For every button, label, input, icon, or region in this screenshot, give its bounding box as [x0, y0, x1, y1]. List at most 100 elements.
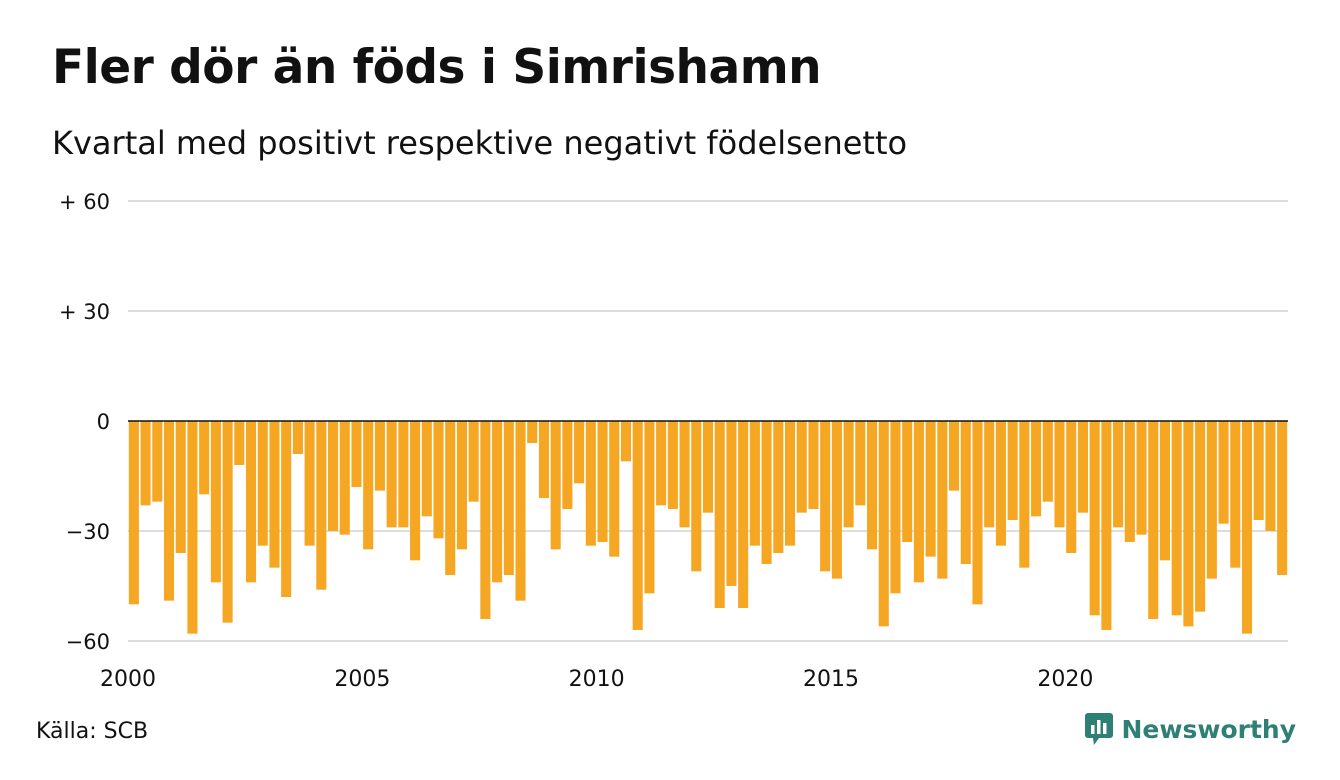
- brand-logo: Newsworthy: [1084, 712, 1297, 746]
- bar: [902, 421, 913, 542]
- y-tick-label: −30: [66, 520, 110, 544]
- bar: [913, 421, 924, 583]
- bar: [1277, 421, 1288, 575]
- bar: [1171, 421, 1182, 616]
- source-label: Källa: SCB: [36, 719, 149, 744]
- x-tick-label: 2020: [1037, 667, 1093, 692]
- chart-title: Fler dör än föds i Simrishamn: [52, 40, 822, 95]
- bar: [773, 421, 784, 553]
- chart-subtitle: Kvartal med positivt respektive negativt…: [52, 124, 908, 162]
- bar: [820, 421, 831, 572]
- x-tick-label: 2010: [569, 667, 625, 692]
- bar: [667, 421, 678, 509]
- bar: [398, 421, 409, 528]
- bar: [527, 421, 538, 443]
- bar: [972, 421, 983, 605]
- bar: [374, 421, 385, 491]
- bar: [538, 421, 549, 498]
- bar: [210, 421, 221, 583]
- y-tick-label: + 60: [59, 190, 110, 214]
- bar: [316, 421, 327, 590]
- bar: [925, 421, 936, 557]
- bar: [1089, 421, 1100, 616]
- bar: [867, 421, 878, 550]
- bar: [597, 421, 608, 542]
- bar: [808, 421, 819, 509]
- bar: [949, 421, 960, 491]
- bar: [937, 421, 948, 579]
- bar: [702, 421, 714, 513]
- bar: [620, 421, 632, 462]
- bar: [175, 421, 186, 553]
- bar: [1066, 421, 1077, 553]
- bar: [1206, 421, 1217, 579]
- bar: [632, 421, 643, 630]
- bar: [386, 421, 397, 528]
- y-tick-label: 0: [97, 410, 110, 434]
- bar: [761, 421, 772, 564]
- bar: [1218, 421, 1229, 524]
- bar: [1019, 421, 1030, 568]
- bar: [831, 421, 842, 579]
- bar: [281, 421, 292, 597]
- bar: [468, 421, 479, 502]
- bar: [492, 421, 503, 583]
- bar: [644, 421, 655, 594]
- bar: [574, 421, 585, 484]
- brand-name: Newsworthy: [1121, 714, 1297, 744]
- bar: [1054, 421, 1065, 528]
- bar: [796, 421, 807, 513]
- bar: [269, 421, 280, 568]
- bar: [433, 421, 444, 539]
- bar: [421, 421, 432, 517]
- bar: [679, 421, 690, 528]
- bar: [550, 421, 561, 550]
- bar: [1101, 421, 1112, 630]
- bar: [1136, 421, 1147, 535]
- x-tick-label: 2005: [334, 667, 390, 692]
- bar: [562, 421, 573, 509]
- bar: [960, 421, 971, 564]
- bar: [1253, 421, 1264, 520]
- y-tick-label: −60: [66, 630, 110, 654]
- bar: [292, 421, 303, 454]
- bar: [445, 421, 456, 575]
- bar: [515, 421, 526, 601]
- bar: [1124, 421, 1135, 542]
- bar: [1031, 421, 1042, 517]
- bar: [691, 421, 702, 572]
- y-tick-label: + 30: [59, 300, 110, 324]
- x-tick-label: 2000: [100, 667, 156, 692]
- bar: [1159, 421, 1171, 561]
- bar: [1230, 421, 1241, 568]
- bar: [234, 421, 245, 465]
- bar: [714, 421, 725, 608]
- bar: [1241, 421, 1253, 634]
- bar: [784, 421, 796, 546]
- bar: [1007, 421, 1018, 520]
- bar: [187, 421, 198, 634]
- bar: [140, 421, 151, 506]
- bar: [503, 421, 514, 575]
- bar: [995, 421, 1006, 546]
- bar: [152, 421, 163, 502]
- bar: [1183, 421, 1194, 627]
- bar: [1148, 421, 1159, 619]
- bar: [257, 421, 268, 546]
- bar: [656, 421, 667, 506]
- bar: [890, 421, 901, 594]
- bar: [456, 421, 467, 550]
- bar: [480, 421, 491, 619]
- bar: [1042, 421, 1053, 502]
- bar: [1077, 421, 1088, 513]
- bar: [128, 421, 139, 605]
- bar: [351, 421, 362, 487]
- bar: [749, 421, 760, 546]
- bar: [304, 421, 315, 546]
- bar: [878, 421, 889, 627]
- bar: [222, 421, 233, 623]
- bar: [328, 421, 339, 531]
- x-tick-label: 2015: [803, 667, 859, 692]
- bar: [984, 421, 995, 528]
